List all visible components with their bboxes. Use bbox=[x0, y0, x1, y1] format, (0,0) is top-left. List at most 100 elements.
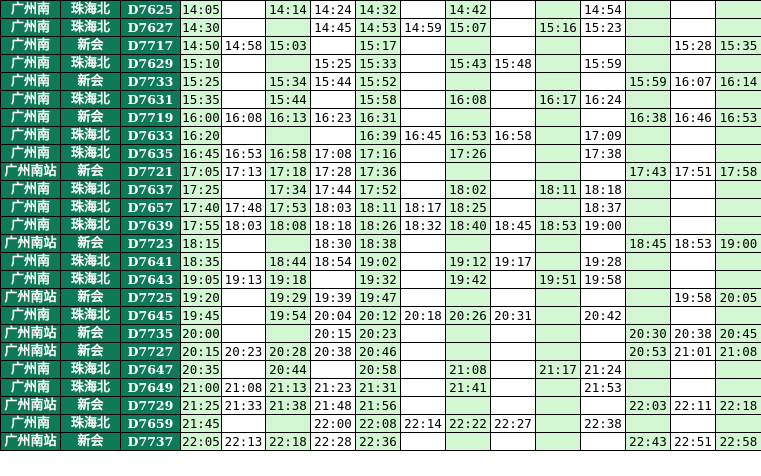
time-cell: 17:44 bbox=[310, 180, 356, 199]
time-cell: 17:43 bbox=[625, 162, 671, 181]
time-cell bbox=[625, 252, 671, 271]
time-cell: 19:32 bbox=[355, 270, 401, 289]
time-cell bbox=[715, 144, 761, 163]
time-cell: 14:58 bbox=[221, 36, 266, 55]
train-number: D7721 bbox=[120, 162, 181, 181]
time-cell bbox=[535, 342, 581, 361]
time-cell: 15:23 bbox=[580, 18, 626, 37]
time-cell bbox=[670, 90, 716, 109]
time-cell: 18:40 bbox=[445, 216, 491, 235]
time-cell: 14:54 bbox=[580, 0, 626, 19]
time-cell: 16:31 bbox=[355, 108, 401, 127]
table-row: 广州南 珠海北 D7659 21:45 22:00 22:08 22:14 22:22 22:2… bbox=[0, 414, 761, 433]
time-cell: 21:56 bbox=[355, 396, 401, 415]
time-cell bbox=[715, 126, 761, 145]
table-row: 广州南 新会 D7717 14:50 14:58 15:03 15:17 15:28 15:35 bbox=[0, 36, 761, 55]
time-cell: 16:39 bbox=[355, 126, 401, 145]
time-cell: 22:18 bbox=[265, 432, 311, 451]
time-cell bbox=[715, 270, 761, 289]
time-cell bbox=[221, 126, 266, 145]
time-cell bbox=[400, 342, 446, 361]
time-cell bbox=[445, 72, 491, 91]
time-cell: 20:53 bbox=[625, 342, 671, 361]
time-cell bbox=[625, 90, 671, 109]
time-cell bbox=[400, 234, 446, 253]
time-cell bbox=[535, 126, 581, 145]
time-cell: 15:58 bbox=[355, 90, 401, 109]
time-cell bbox=[535, 72, 581, 91]
time-cell: 15:59 bbox=[580, 54, 626, 73]
destination-station: 珠海北 bbox=[60, 126, 121, 145]
time-cell bbox=[670, 126, 716, 145]
time-cell: 18:03 bbox=[221, 216, 266, 235]
time-cell: 17:34 bbox=[265, 180, 311, 199]
train-number: D7637 bbox=[120, 180, 181, 199]
time-cell: 21:01 bbox=[670, 342, 716, 361]
time-cell: 20:23 bbox=[355, 324, 401, 343]
time-cell bbox=[670, 360, 716, 379]
time-cell: 14:45 bbox=[310, 18, 356, 37]
time-cell bbox=[400, 162, 446, 181]
time-cell bbox=[310, 36, 356, 55]
time-cell bbox=[625, 288, 671, 307]
time-cell bbox=[580, 162, 626, 181]
time-cell bbox=[625, 216, 671, 235]
time-cell bbox=[310, 360, 356, 379]
table-row: 广州南站 新会 D7727 20:15 20:23 20:28 20:38 20:46 20:5… bbox=[0, 342, 761, 361]
time-cell: 19:39 bbox=[310, 288, 356, 307]
time-cell bbox=[535, 432, 581, 451]
destination-station: 珠海北 bbox=[60, 180, 121, 199]
time-cell: 14:32 bbox=[355, 0, 401, 19]
time-cell bbox=[490, 90, 536, 109]
time-cell: 20:46 bbox=[355, 342, 401, 361]
time-cell bbox=[580, 342, 626, 361]
table-row: 广州南 珠海北 D7639 17:55 18:03 18:08 18:18 18:26 18:3… bbox=[0, 216, 761, 235]
time-cell bbox=[580, 396, 626, 415]
time-cell: 17:38 bbox=[580, 144, 626, 163]
time-cell: 19:42 bbox=[445, 270, 491, 289]
time-cell bbox=[310, 126, 356, 145]
time-cell bbox=[625, 198, 671, 217]
time-cell bbox=[670, 216, 716, 235]
time-cell: 22:14 bbox=[400, 414, 446, 433]
time-cell: 20:31 bbox=[490, 306, 536, 325]
time-cell: 20:44 bbox=[265, 360, 311, 379]
train-number: D7717 bbox=[120, 36, 181, 55]
destination-station: 新会 bbox=[60, 108, 121, 127]
time-cell: 21:33 bbox=[221, 396, 266, 415]
time-cell bbox=[221, 252, 266, 271]
origin-station: 广州南站 bbox=[0, 288, 61, 307]
time-cell: 22:51 bbox=[670, 432, 716, 451]
time-cell: 19:17 bbox=[490, 252, 536, 271]
train-number: D7737 bbox=[120, 432, 181, 451]
time-cell: 19:12 bbox=[445, 252, 491, 271]
time-cell bbox=[400, 144, 446, 163]
time-cell: 19:05 bbox=[180, 270, 222, 289]
origin-station: 广州南 bbox=[0, 144, 61, 163]
time-cell: 16:23 bbox=[310, 108, 356, 127]
time-cell bbox=[400, 108, 446, 127]
train-number: D7645 bbox=[120, 306, 181, 325]
destination-station: 珠海北 bbox=[60, 252, 121, 271]
time-cell: 17:05 bbox=[180, 162, 222, 181]
time-cell: 15:44 bbox=[310, 72, 356, 91]
origin-station: 广州南 bbox=[0, 270, 61, 289]
time-cell: 20:12 bbox=[355, 306, 401, 325]
time-cell: 18:53 bbox=[535, 216, 581, 235]
time-cell bbox=[580, 324, 626, 343]
time-cell: 18:35 bbox=[180, 252, 222, 271]
train-number: D7627 bbox=[120, 18, 181, 37]
time-cell: 18:08 bbox=[265, 216, 311, 235]
origin-station: 广州南 bbox=[0, 108, 61, 127]
train-number: D7639 bbox=[120, 216, 181, 235]
time-cell bbox=[670, 414, 716, 433]
destination-station: 新会 bbox=[60, 432, 121, 451]
time-cell bbox=[445, 288, 491, 307]
train-number: D7659 bbox=[120, 414, 181, 433]
destination-station: 珠海北 bbox=[60, 306, 121, 325]
time-cell bbox=[535, 144, 581, 163]
train-number: D7635 bbox=[120, 144, 181, 163]
table-row: 广州南 珠海北 D7647 20:35 20:44 20:58 21:08 21:17 21:2… bbox=[0, 360, 761, 379]
time-cell: 15:28 bbox=[670, 36, 716, 55]
time-cell bbox=[580, 234, 626, 253]
